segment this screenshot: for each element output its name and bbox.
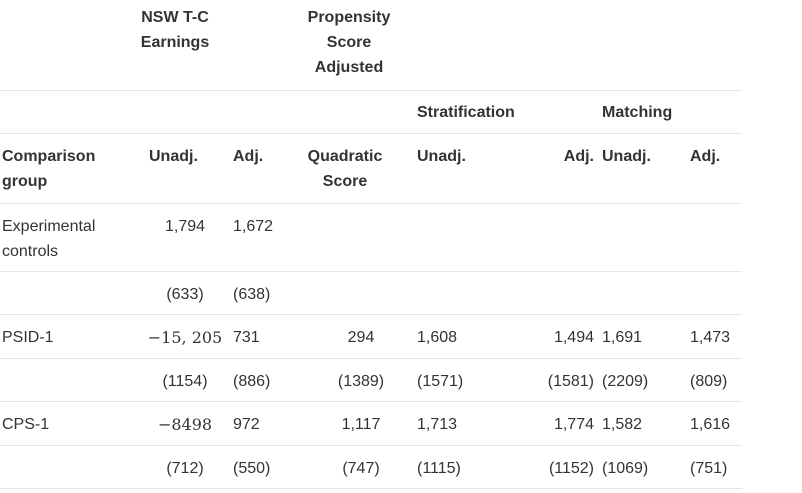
error-strat-unadj: (1571) <box>417 372 464 390</box>
header-match-unadj: Unadj. <box>602 147 651 165</box>
estimate-strat-unadj: 1,713 <box>417 415 458 433</box>
error-unadj: (1154) <box>162 372 208 390</box>
estimate-adj: 1,672 <box>233 217 274 235</box>
error-quadratic: (1389) <box>337 372 385 390</box>
estimate-unadj: 1,794 <box>164 217 206 235</box>
estimate-unadj: −15, 205 <box>147 327 223 347</box>
table-row: Experimental controls 1,794 1,672 <box>0 203 742 271</box>
header-stratification: Stratification <box>417 103 515 121</box>
empty-cell <box>0 0 137 90</box>
estimate-match-adj: 1,616 <box>690 415 731 433</box>
header-nsw-tc-earnings: NSW T-C Earnings <box>140 9 210 51</box>
header-row-1: NSW T-C Earnings Propensity Score Adjust… <box>0 0 742 90</box>
error-strat-adj: (1152) <box>548 459 594 477</box>
estimate-adj: 731 <box>233 328 260 346</box>
group-label: Experimental controls <box>2 217 96 260</box>
error-strat-unadj: (1115) <box>417 459 461 477</box>
table-row: (1154) (886) (1389) (1571) (1581) (2209)… <box>0 358 742 401</box>
estimate-strat-adj: 1,774 <box>553 415 594 433</box>
header-quadratic-score: Quadratic Score <box>307 147 383 190</box>
estimate-adj: 972 <box>233 415 260 433</box>
error-match-unadj: (1069) <box>602 459 649 477</box>
error-unadj: (712) <box>166 459 204 477</box>
estimate-match-unadj: 1,582 <box>602 415 643 433</box>
error-adj: (638) <box>233 285 271 303</box>
header-strat-unadj: Unadj. <box>417 147 466 165</box>
table-row: (712) (550) (747) (1115) (1152) (1069) (… <box>0 445 742 488</box>
error-strat-adj: (1581) <box>547 372 594 390</box>
results-table: NSW T-C Earnings Propensity Score Adjust… <box>0 0 742 488</box>
header-row-3: Comparison group Unadj. Adj. Quadratic S… <box>0 133 742 203</box>
error-unadj: (633) <box>166 285 204 303</box>
header-comparison-group: Comparison group <box>2 147 96 190</box>
error-adj: (550) <box>233 459 271 477</box>
table-row: CPS-1 −8498 972 1,117 1,713 1,774 1,582 … <box>0 401 742 445</box>
table-row: PSID-1 −15, 205 731 294 1,608 1,494 1,69… <box>0 314 742 358</box>
estimate-unadj: −8498 <box>157 414 213 434</box>
table-row: (633) (638) <box>0 271 742 314</box>
estimate-match-adj: 1,473 <box>690 328 731 346</box>
group-label: PSID-1 <box>2 328 54 346</box>
estimate-quadratic: 294 <box>347 328 375 346</box>
error-match-unadj: (2209) <box>602 372 649 390</box>
estimate-match-unadj: 1,691 <box>602 328 643 346</box>
error-adj: (886) <box>233 372 271 390</box>
header-match-adj: Adj. <box>690 147 721 165</box>
header-matching: Matching <box>602 103 673 121</box>
group-label: CPS-1 <box>2 415 50 433</box>
estimate-strat-unadj: 1,608 <box>417 328 458 346</box>
estimate-quadratic: 1,117 <box>341 415 381 433</box>
error-match-adj: (751) <box>690 459 728 477</box>
error-match-adj: (809) <box>690 372 728 390</box>
header-row-2: Stratification Matching <box>0 90 742 133</box>
estimate-strat-adj: 1,494 <box>553 328 594 346</box>
header-unadj: Unadj. <box>149 147 198 165</box>
header-propensity-score-adjusted: Propensity Score Adjusted <box>307 9 391 76</box>
header-strat-adj: Adj. <box>563 147 594 165</box>
error-quadratic: (747) <box>342 459 380 477</box>
header-adj: Adj. <box>233 147 264 165</box>
